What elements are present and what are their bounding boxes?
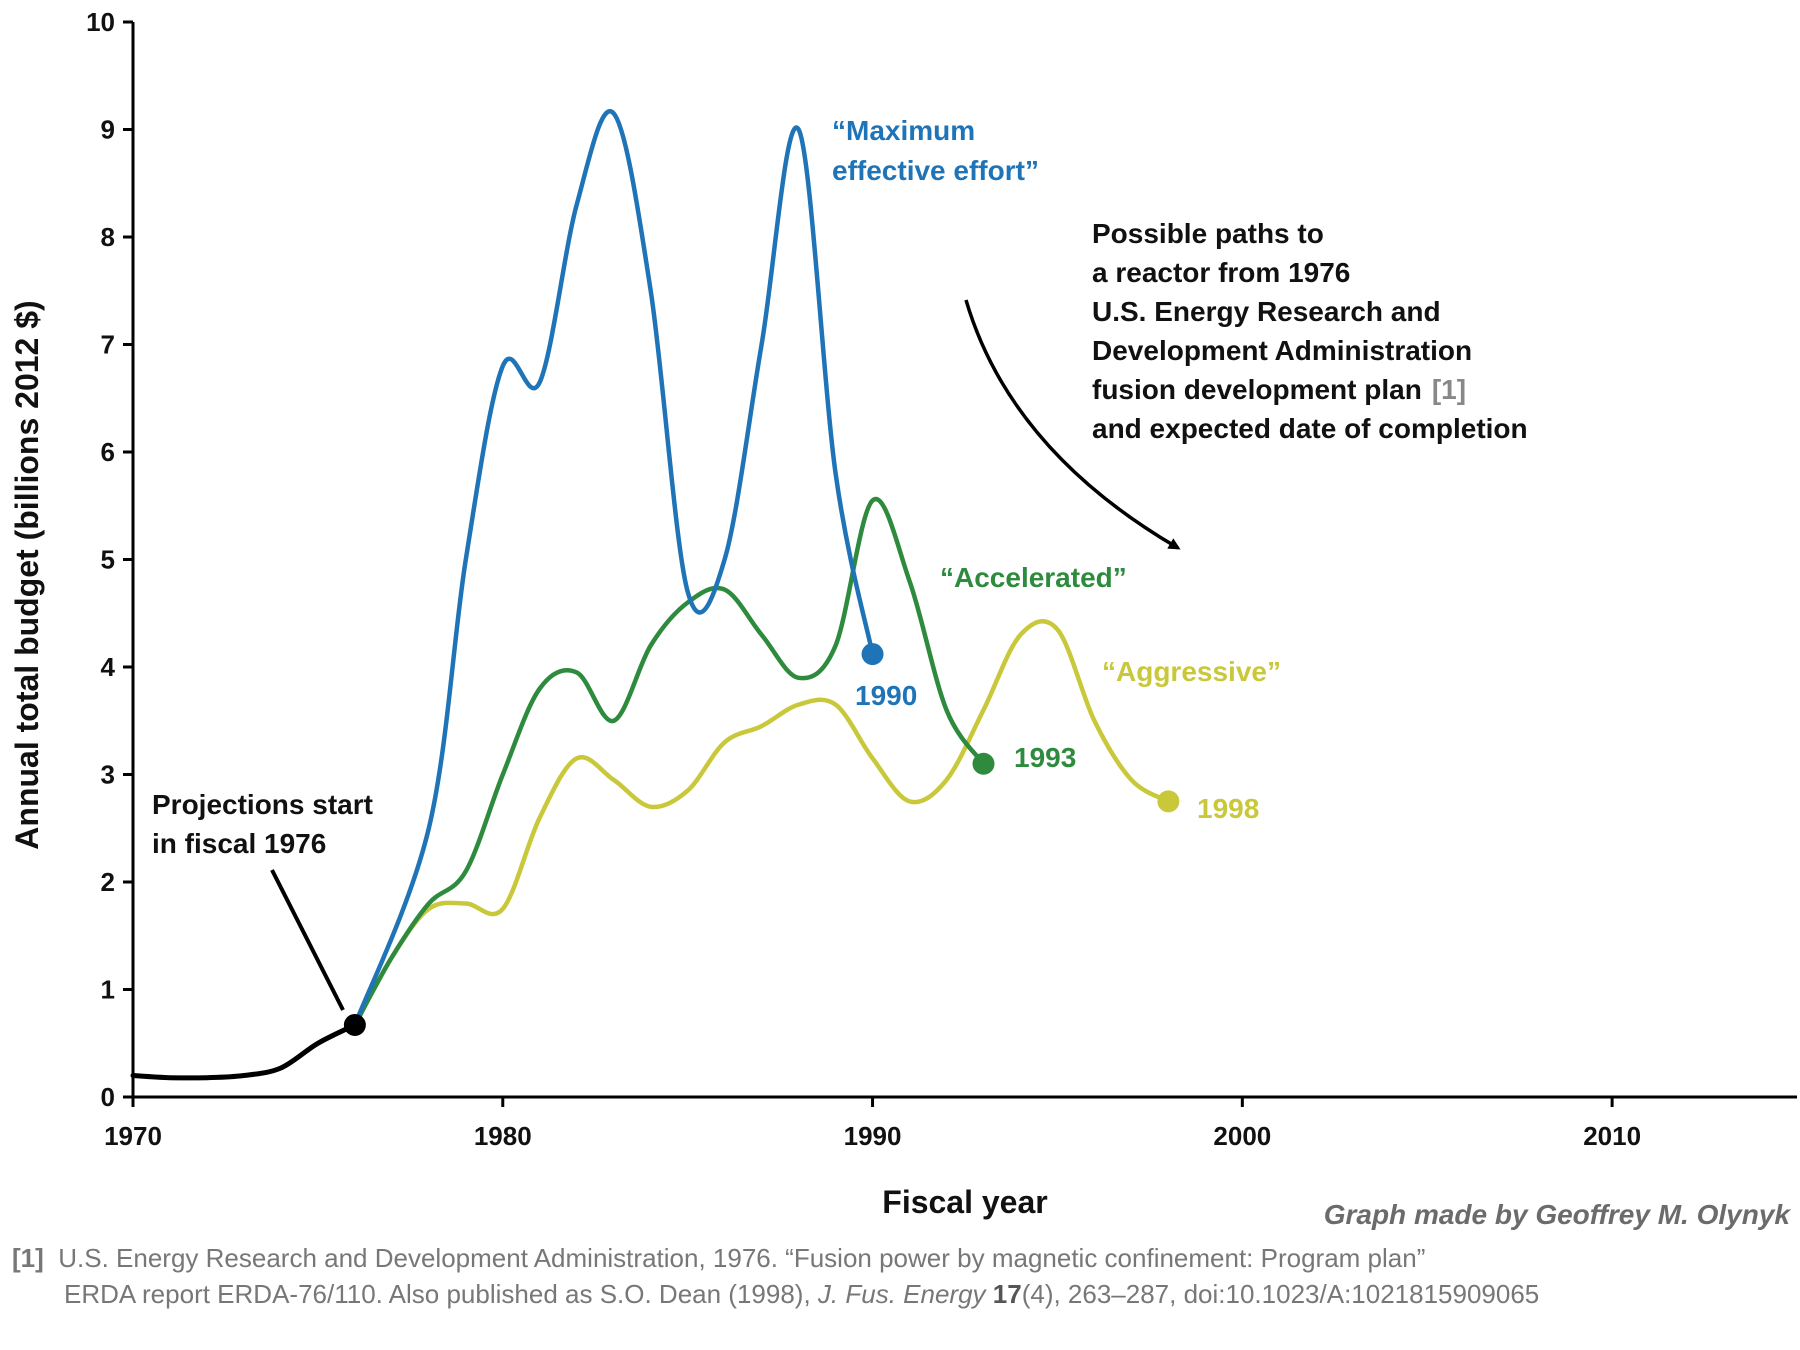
- paths-annotation-line3: U.S. Energy Research and: [1092, 296, 1441, 327]
- footnote-line1-text: U.S. Energy Research and Development Adm…: [58, 1243, 1426, 1273]
- end-label-1990: 1990: [855, 680, 917, 711]
- footnote-line1: [1] U.S. Energy Research and Development…: [12, 1240, 1792, 1276]
- end-label-1993: 1993: [1014, 742, 1076, 773]
- footnote-journal: J. Fus. Energy: [817, 1279, 986, 1309]
- x-tick-label: 1990: [844, 1121, 902, 1151]
- x-tick-label: 1970: [104, 1121, 162, 1151]
- paths-annotation-line5-text: fusion development plan: [1092, 374, 1422, 405]
- footnote-line2: ERDA report ERDA-76/110. Also published …: [12, 1276, 1792, 1312]
- y-tick-label: 7: [101, 330, 115, 360]
- series-line-aggressive: [352, 618, 1171, 1028]
- footnote-line2-a: ERDA report ERDA-76/110. Also published …: [64, 1279, 818, 1309]
- series-line-historical: [130, 1022, 358, 1081]
- series-label-accelerated: “Accelerated”: [940, 562, 1127, 593]
- paths-annotation: Possible paths to a reactor from 1976 U.…: [1092, 218, 1528, 444]
- paths-annotation-line5: fusion development plan [1]: [1092, 374, 1466, 405]
- y-tick-label: 9: [101, 115, 115, 145]
- start-point: [343, 1013, 366, 1036]
- paths-annotation-line1: Possible paths to: [1092, 218, 1324, 249]
- series-layer: [130, 109, 1180, 1081]
- paths-annotation-line2: a reactor from 1976: [1092, 257, 1350, 288]
- paths-annotation-ref: [1]: [1432, 374, 1466, 405]
- series-label-maximum-line2: effective effort”: [832, 155, 1039, 186]
- y-tick-label: 10: [86, 7, 115, 37]
- start-annotation-pointer: [270, 869, 345, 1011]
- end-point-aggressive: [1157, 790, 1180, 813]
- y-tick-label: 2: [101, 867, 115, 897]
- end-point-maximum: [861, 643, 884, 666]
- y-tick-label: 4: [101, 652, 116, 682]
- footnote-ref-number: [1]: [12, 1243, 44, 1273]
- start-annotation-line1: Projections start: [152, 789, 373, 820]
- end-point-accelerated: [972, 752, 995, 775]
- paths-annotation-line4: Development Administration: [1092, 335, 1472, 366]
- footnote-volume: 17: [992, 1279, 1022, 1309]
- axes: 0 1 2 3 4 5 6 7 8 9 10 1970 1980 1990 2000 2010: [86, 7, 1797, 1151]
- series-label-maximum-line1: “Maximum: [832, 115, 975, 146]
- x-tick-label: 2000: [1213, 1121, 1271, 1151]
- start-annotation-line2: in fiscal 1976: [152, 828, 326, 859]
- end-label-1998: 1998: [1197, 793, 1259, 824]
- series-line-maximum: [352, 109, 875, 1028]
- paths-annotation-line6: and expected date of completion: [1092, 413, 1528, 444]
- series-line-accelerated: [352, 496, 986, 1028]
- graph-credit: Graph made by Geoffrey M. Olynyk: [1324, 1199, 1792, 1230]
- y-tick-label: 5: [101, 545, 115, 575]
- footnote-line2-b: (4), 263–287, doi:10.1023/A:102181590906…: [1021, 1279, 1540, 1309]
- curved-arrow: [964, 299, 1181, 550]
- y-tick-label: 8: [101, 222, 115, 252]
- x-axis-title: Fiscal year: [882, 1184, 1047, 1220]
- y-tick-label: 0: [101, 1082, 115, 1112]
- x-tick-label: 2010: [1583, 1121, 1641, 1151]
- y-tick-label: 1: [101, 975, 115, 1005]
- x-tick-label: 1980: [474, 1121, 532, 1151]
- series-label-aggressive: “Aggressive”: [1102, 656, 1281, 687]
- footnote: [1] U.S. Energy Research and Development…: [12, 1240, 1792, 1312]
- y-tick-label: 6: [101, 437, 115, 467]
- y-tick-label: 3: [101, 760, 115, 790]
- y-axis-title: Annual total budget (billions 2012 $): [9, 300, 45, 849]
- chart-svg: 0 1 2 3 4 5 6 7 8 9 10 1970 1980 1990 2000 2010 Fiscal …: [9, 7, 1797, 1230]
